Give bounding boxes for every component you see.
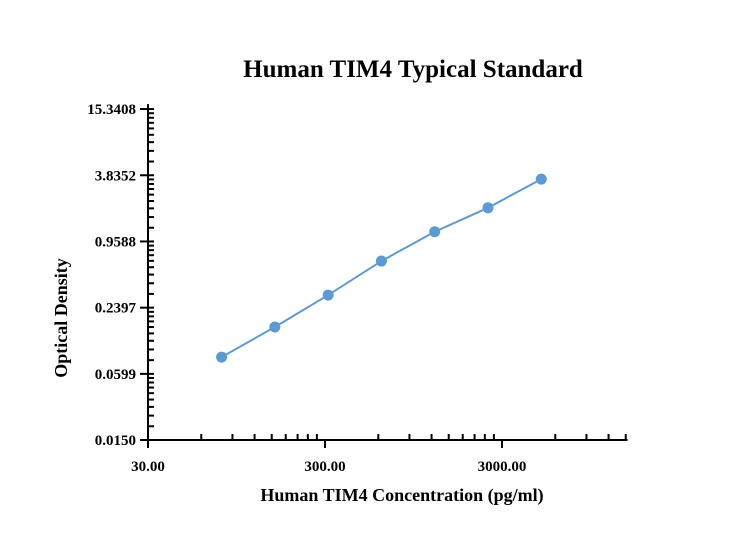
- y-tick-label: 0.0150: [95, 433, 136, 449]
- data-point: [535, 173, 547, 185]
- chart-title: Human TIM4 Typical Standard: [243, 56, 583, 83]
- data-point: [482, 202, 494, 214]
- data-point: [429, 226, 441, 238]
- series-line: [221, 178, 542, 359]
- x-tick-label: 300.00: [304, 459, 345, 475]
- tick-labels: 30.00 300.00 3000.00 0.0150 0.0599 0.2397 0.95…: [87, 102, 526, 475]
- data-point: [269, 321, 281, 333]
- y-tick-label: 3.8352: [95, 168, 136, 184]
- y-tick-label: 0.0599: [95, 367, 136, 383]
- y-tick-label: 0.2397: [95, 301, 137, 317]
- y-axis-title: Optical Density: [51, 258, 71, 378]
- y-tick-label: 0.9588: [95, 234, 136, 250]
- y-tick-label: 15.3408: [87, 102, 136, 118]
- x-tick-label: 3000.00: [478, 459, 527, 475]
- axes: [140, 104, 628, 448]
- data-point: [322, 289, 334, 301]
- data-point: [216, 351, 228, 363]
- data-point: [375, 255, 387, 267]
- plot-area: [216, 173, 547, 363]
- x-axis-title: Human TIM4 Concentration (pg/ml): [260, 485, 543, 506]
- x-tick-label: 30.00: [131, 459, 165, 475]
